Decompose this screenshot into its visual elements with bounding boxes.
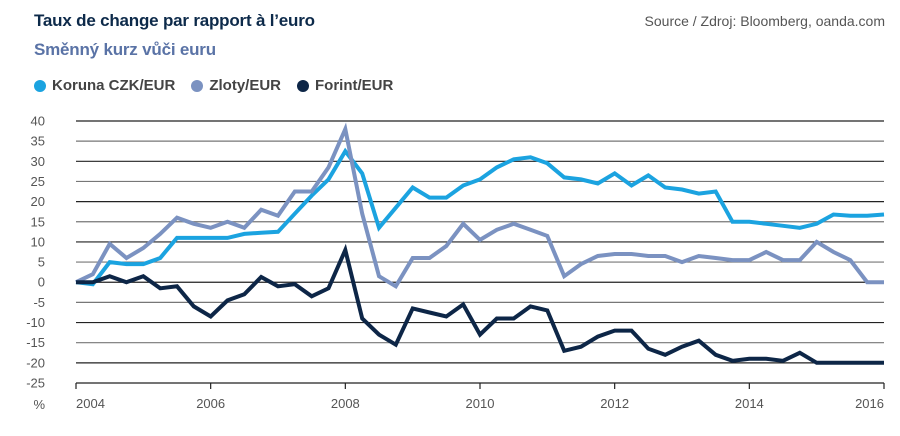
x-tick-label: 2004 — [76, 396, 105, 411]
legend-label-forint: Forint/EUR — [315, 77, 394, 94]
legend-dot-czk-icon — [34, 79, 46, 92]
y-tick-label: -5 — [33, 295, 45, 310]
legend-dot-forint-icon — [297, 79, 310, 92]
y-tick-label: 5 — [38, 255, 45, 270]
chart-subtitle: Směnný kurz vůči euru — [34, 40, 216, 59]
y-tick-label: 40 — [31, 114, 45, 129]
series-line-forint — [76, 243, 884, 365]
y-tick-label: 35 — [31, 134, 45, 149]
legend-label-zloty: Zloty/EUR — [209, 77, 282, 94]
x-tick-label: 2008 — [331, 396, 360, 411]
y-tick-label: 10 — [31, 234, 45, 249]
y-tick-label: 30 — [31, 154, 45, 169]
y-tick-label: -10 — [26, 315, 45, 330]
legend-item-czk: Koruna CZK/EUR — [34, 77, 175, 94]
x-tick-label: 2014 — [735, 396, 764, 411]
legend-item-forint: Forint/EUR — [297, 77, 393, 94]
y-axis-ticks: 40 35 30 25 20 15 10 5 0 -5 -10 -15 -20 -25 — [26, 114, 45, 391]
chart-title: Taux de change par rapport à l’euro — [34, 11, 315, 30]
legend: Koruna CZK/EUR Zloty/EUR Forint/EUR — [34, 77, 393, 94]
x-tick-label: 2012 — [600, 396, 629, 411]
x-tick-label: 2006 — [196, 396, 225, 411]
source-note: Source / Zdroj: Bloomberg, oanda.com — [644, 13, 885, 29]
y-axis-unit-label: % — [33, 397, 45, 412]
y-tick-label: -15 — [26, 335, 45, 350]
series-line-czk — [75, 147, 885, 287]
y-tick-label: 15 — [31, 214, 45, 229]
y-tick-label: 25 — [31, 174, 45, 189]
series-lines — [75, 122, 885, 365]
x-tick-label: 2016 — [855, 396, 884, 411]
legend-item-zloty: Zloty/EUR — [191, 77, 281, 94]
x-axis: 2004 2006 2008 2010 2012 2014 2016 — [75, 382, 885, 411]
y-tick-label: -25 — [26, 376, 45, 391]
series-line-zloty — [75, 122, 884, 290]
legend-dot-zloty-icon — [191, 79, 204, 92]
y-tick-label: 20 — [31, 194, 45, 209]
y-tick-label: -20 — [26, 355, 45, 370]
x-tick-label: 2010 — [466, 396, 495, 411]
y-tick-label: 0 — [38, 275, 45, 290]
legend-label-czk: Koruna CZK/EUR — [52, 77, 176, 94]
